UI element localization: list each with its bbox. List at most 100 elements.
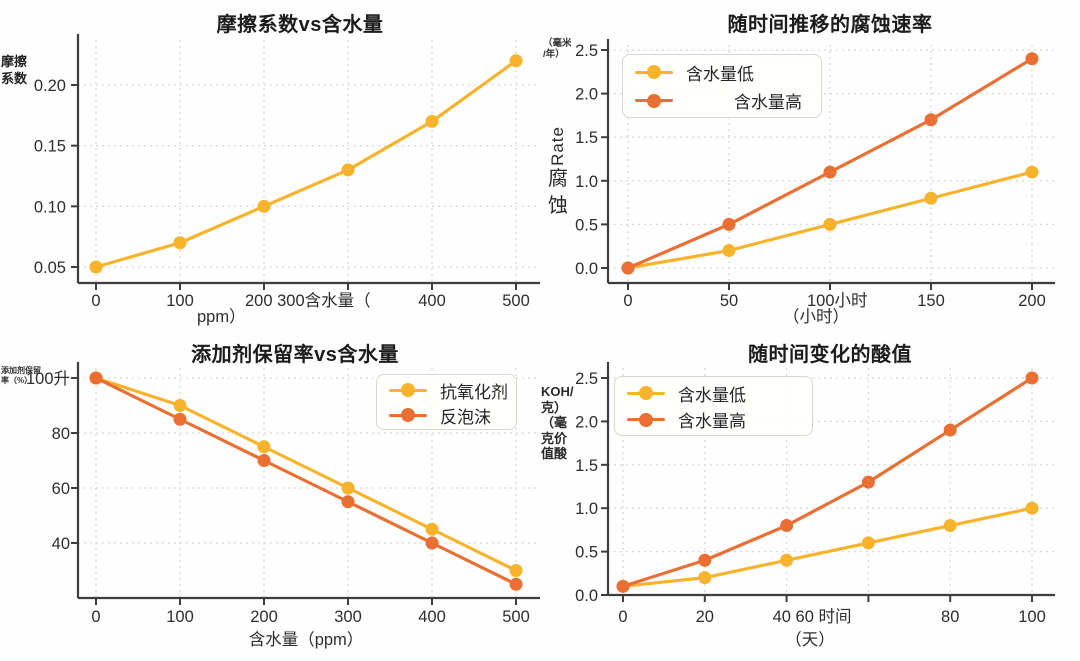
data-point (861, 536, 875, 550)
data-point (780, 553, 794, 567)
x-tick-label: 0 (623, 292, 632, 310)
y-axis-label: KOH/ 克） （毫 克价 值酸 (541, 384, 579, 462)
data-point (924, 191, 938, 205)
legend-marker-yellow (635, 65, 673, 80)
data-point (621, 261, 635, 275)
data-point (89, 260, 103, 274)
retention-plot-canvas: 0 100 200 300 400 500 100升 80 60 40 含水量（ppm） (26, 362, 540, 649)
x-tick-label: 0 (618, 608, 627, 626)
data-point (943, 519, 957, 533)
legend-label: 反泡沫 (440, 407, 491, 427)
legend-entry-low-water: 含水量低 (627, 380, 804, 407)
y-tick-label: 1.0 (575, 173, 598, 191)
y-tick-label: 1.5 (575, 129, 598, 147)
y-axis-label-char: 蚀 (548, 194, 568, 217)
y-axis-label-line: 摩擦 (1, 54, 28, 69)
y-tick-label: 60 (52, 480, 70, 498)
x-axis-label: 含水量（ppm） (249, 630, 364, 649)
data-point (341, 495, 355, 509)
y-axis-label-line: （毫 (541, 415, 568, 430)
legend: 抗氧化剂 反泡沫 (376, 374, 517, 430)
y-axis-label-line: 值酸 (541, 446, 568, 461)
y-axis-label-char: 腐 (548, 167, 568, 190)
x-tick-label: 500 (502, 292, 530, 310)
x-tick-label: 100小时 (807, 291, 868, 310)
data-point (173, 399, 187, 412)
y-axis-label-line: 克价 (541, 430, 568, 446)
y-tick-label: 0.0 (575, 587, 598, 605)
data-point (341, 163, 355, 177)
data-point (943, 423, 957, 437)
series-line-1 (94, 376, 518, 586)
data-point (722, 217, 736, 231)
x-tick-label: 150 (917, 292, 945, 310)
data-point (509, 54, 523, 68)
y-tick-label: 0.05 (34, 259, 66, 277)
legend-entry-antioxidant: 抗氧化剂 (389, 378, 508, 403)
x-axis-label: （天） (785, 630, 835, 649)
x-tick-label: 0 (91, 292, 100, 310)
y-axis-label-rotated: Rate (548, 126, 567, 166)
y-axis-unit-line: /年） (543, 49, 565, 60)
y-tick-label: 0.15 (34, 138, 66, 156)
data-point (1025, 501, 1039, 515)
x-tick-label: 200 300含水量（ (245, 291, 371, 310)
data-point (698, 553, 712, 567)
legend-label: 抗氧化剂 (440, 382, 508, 402)
legend: 含水量低 含水量高 (622, 54, 822, 118)
series-line-0 (94, 59, 518, 269)
chart-corrosion-rate: 0 50 100小时 150 200 0.0 0.5 1.0 1.5 2.0 2.5 （小时） 随时间… (540, 0, 1080, 330)
y-tick-label: 1.5 (575, 457, 598, 475)
legend-marker-orange (627, 412, 665, 427)
legend-marker-orange (389, 408, 427, 423)
chart-acid-value: 0 20 40 60 时间 80 100 0.0 0.5 1.0 1.5 2.0 2.5 （天） 随时… (540, 330, 1080, 661)
legend-marker-orange (635, 93, 673, 108)
data-point (780, 519, 794, 533)
y-tick-label: 0.20 (34, 77, 66, 95)
x-tick-label: 200 (250, 608, 278, 626)
y-axis-label-line: KOH/ (541, 384, 574, 399)
legend-label: 含水量高 (678, 412, 746, 432)
series-line-0 (621, 506, 1034, 588)
data-point (425, 522, 439, 536)
data-point (722, 244, 736, 258)
data-point (425, 114, 439, 128)
x-tick-label: 0 (91, 608, 100, 626)
data-point (1025, 165, 1039, 179)
y-tick-label: 0.5 (575, 544, 598, 562)
x-tick-label: 80 (941, 608, 959, 626)
legend-marker-yellow (389, 383, 427, 398)
y-axis-label: 添加剂保留 率（%） (1, 366, 45, 385)
data-point (823, 165, 837, 179)
y-tick-label: 1.0 (575, 500, 598, 518)
y-axis-unit-label: （毫米 /年） (543, 38, 572, 60)
x-tick-label: 400 (418, 292, 446, 310)
data-point (89, 371, 103, 385)
data-point (1025, 52, 1039, 66)
legend-label: 含水量低 (686, 64, 754, 84)
data-point (173, 236, 187, 250)
x-axis-label: （小时） (783, 307, 849, 326)
data-point (1025, 371, 1039, 385)
data-point (823, 217, 837, 231)
friction-plot-canvas: 0 100 200 300含水量（ 400 500 0.05 0.10 0.15 0.20 ppm… (34, 34, 540, 326)
y-tick-label: 0.0 (575, 260, 598, 278)
y-axis-label-line: 添加剂保留 (1, 366, 41, 375)
y-axis-label: Rate 腐 蚀 (542, 126, 574, 220)
y-axis-label: 摩擦 系数 (1, 53, 27, 87)
chart-additive-retention: 0 100 200 300 400 500 100升 80 60 40 含水量（ppm） 添加剂保留… (0, 330, 540, 661)
x-tick-label: 200 (1018, 292, 1046, 310)
x-tick-label: 100 (1018, 608, 1046, 626)
y-tick-label: 40 (52, 535, 70, 553)
data-point (425, 536, 439, 550)
x-tick-label: 300 (334, 608, 362, 626)
x-axis-label: ppm） (197, 307, 246, 326)
y-tick-label: 0.5 (575, 216, 598, 234)
legend-entry-antifoam: 反泡沫 (389, 403, 508, 428)
legend-entry-high-water: 含水量高 (627, 407, 804, 434)
legend-label: 含水量低 (678, 385, 746, 405)
x-tick-label: 500 (502, 608, 530, 626)
data-point (341, 481, 355, 495)
chart-title: 随时间变化的酸值 (748, 344, 912, 366)
legend-entry-high-water: 含水量高 (635, 87, 813, 116)
